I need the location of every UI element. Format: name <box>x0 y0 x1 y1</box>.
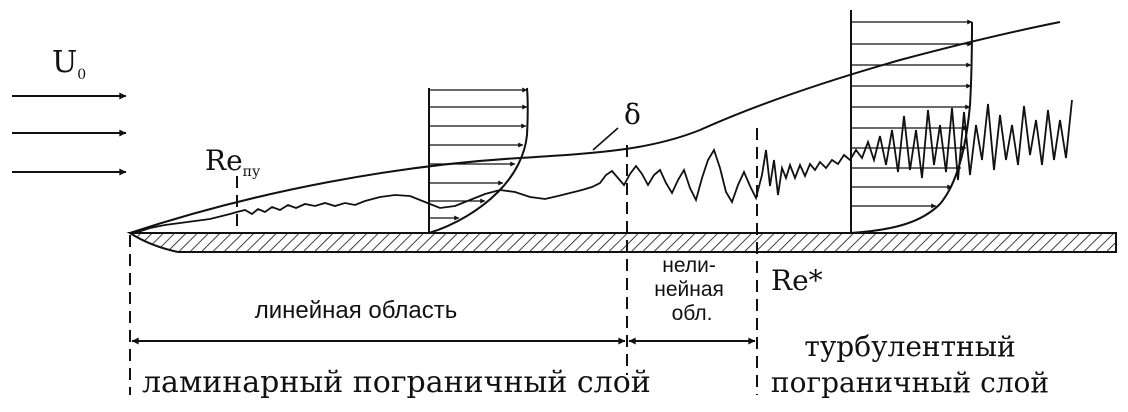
u0-label: U0 <box>52 45 86 83</box>
turbulent-velocity-profile <box>850 10 973 234</box>
nonlinear-region-label: нели- нейная обл. <box>654 254 730 325</box>
laminar-velocity-profile <box>428 87 529 234</box>
re-ny-label: Reпу <box>205 144 261 180</box>
turbulent-label-line1: турбулентный <box>804 330 1015 363</box>
delta-label: δ <box>624 98 641 131</box>
linear-region-label: линейная область <box>255 297 458 324</box>
disturbance-trace <box>134 99 1073 234</box>
freestream-arrows <box>12 92 127 176</box>
boundary-layer-edge <box>129 21 1061 234</box>
region-boundaries <box>129 128 758 395</box>
re-star-label: Re* <box>771 264 823 297</box>
turbulent-label-line2: пограничный слой <box>771 366 1049 399</box>
laminar-boundary-layer-label: ламинарный пограничный слой <box>142 365 651 400</box>
delta-leader-line <box>592 127 619 151</box>
flat-plate <box>126 232 1117 253</box>
